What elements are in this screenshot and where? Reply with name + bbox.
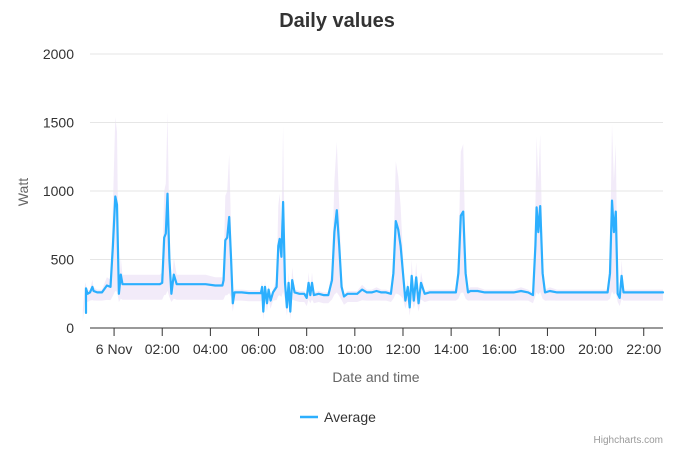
- x-tick-label: 04:00: [193, 341, 228, 357]
- x-tick-label: 20:00: [578, 341, 613, 357]
- y-tick-label: 1000: [43, 183, 74, 199]
- x-tick-label: 12:00: [385, 341, 420, 357]
- axis-ticks: 0 500 1000 1500 2000 6 Nov 02:00 04:00 06:00 08:0…: [43, 46, 663, 357]
- x-tick-label: 14:00: [434, 341, 469, 357]
- x-tick-label: 18:00: [530, 341, 565, 357]
- chart-title: Daily values: [279, 10, 395, 32]
- y-axis-title: Watt: [15, 178, 31, 206]
- range-band-layer: [82, 112, 664, 322]
- y-tick-label: 0: [66, 320, 74, 336]
- series-layer: [84, 192, 665, 314]
- x-tick-label: 06:00: [241, 341, 276, 357]
- range-band: [82, 112, 664, 322]
- x-tick-label: 16:00: [482, 341, 517, 357]
- legend-average-label[interactable]: Average: [324, 409, 376, 425]
- y-tick-label: 1500: [43, 115, 74, 131]
- x-tick-label: 10:00: [337, 341, 372, 357]
- series-line-average[interactable]: [84, 192, 665, 314]
- credits-link[interactable]: Highcharts.com: [594, 435, 663, 446]
- x-tick-label: 08:00: [289, 341, 324, 357]
- x-tick-label: 6 Nov: [96, 341, 133, 357]
- x-tick-label: 02:00: [145, 341, 180, 357]
- y-tick-label: 2000: [43, 46, 74, 62]
- y-tick-label: 500: [51, 252, 75, 268]
- legend[interactable]: Average: [300, 409, 376, 425]
- x-tick-label: 22:00: [626, 341, 661, 357]
- x-axis-title: Date and time: [332, 369, 419, 385]
